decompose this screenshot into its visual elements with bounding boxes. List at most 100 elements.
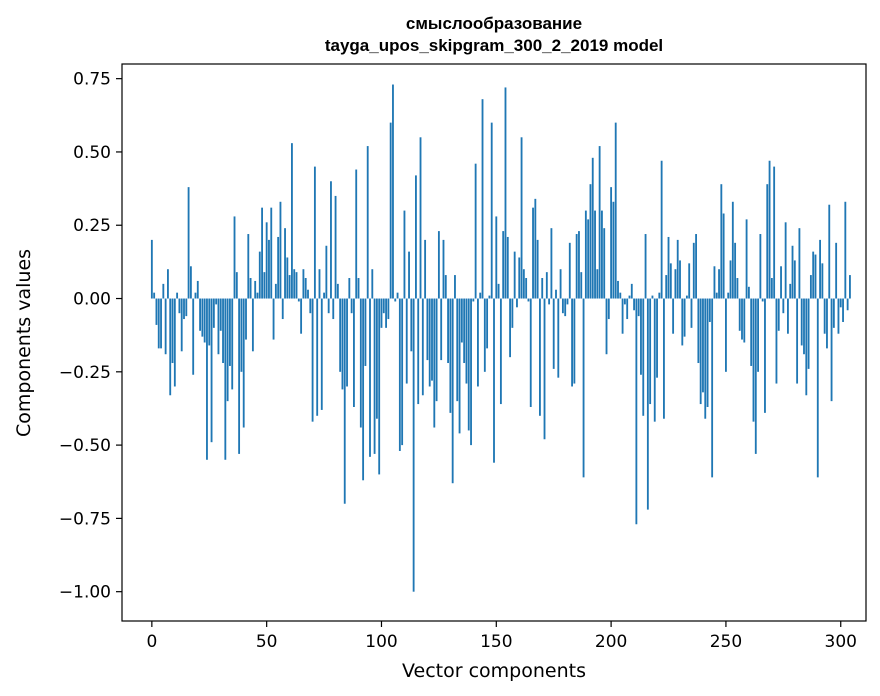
bar: [630, 283, 633, 299]
bar: [511, 298, 514, 328]
bar: [552, 298, 555, 369]
bar: [348, 278, 351, 299]
bar: [366, 146, 369, 299]
bar: [770, 278, 773, 299]
bar: [178, 298, 181, 314]
bar: [676, 239, 679, 299]
bar: [660, 160, 663, 299]
bar: [456, 298, 459, 402]
bar: [357, 278, 360, 299]
bar: [493, 298, 495, 463]
bar: [743, 298, 746, 343]
bar: [458, 298, 461, 434]
bar: [702, 298, 704, 393]
bar: [571, 298, 573, 387]
bar: [706, 298, 709, 407]
bar: [614, 122, 617, 299]
bar: [791, 245, 794, 299]
bar: [371, 269, 374, 299]
bar: [467, 298, 470, 431]
bar: [385, 298, 387, 328]
bar: [185, 298, 188, 317]
bar: [249, 278, 252, 299]
bar: [274, 283, 277, 299]
bar: [775, 298, 778, 384]
bar: [162, 283, 165, 299]
bar: [353, 298, 355, 407]
bar: [341, 298, 344, 390]
bar: [688, 263, 691, 299]
bar: [807, 298, 810, 369]
bar: [589, 184, 592, 299]
bar: [846, 298, 849, 311]
bar: [488, 295, 491, 299]
x-tick-label: 250: [710, 632, 742, 652]
bar: [580, 272, 583, 299]
bar: [509, 298, 511, 358]
bar: [561, 298, 564, 314]
bar: [481, 99, 484, 299]
x-axis-label: Vector components: [402, 660, 586, 682]
bar: [412, 298, 415, 592]
bar: [578, 231, 580, 299]
bar: [369, 298, 371, 457]
y-tick-label: −0.50: [59, 436, 111, 456]
bar: [440, 298, 443, 361]
bar: [713, 266, 716, 299]
bar: [375, 298, 378, 419]
bar: [359, 298, 362, 428]
bar: [343, 298, 346, 504]
bar: [626, 298, 629, 320]
bar: [378, 298, 381, 475]
bar: [759, 234, 762, 299]
bar: [173, 298, 176, 387]
bar: [323, 292, 325, 299]
bar: [793, 260, 796, 299]
bar: [568, 242, 571, 299]
bar: [240, 298, 243, 372]
bar: [300, 298, 303, 334]
bar: [447, 298, 449, 364]
bar: [603, 228, 606, 299]
bar: [320, 298, 323, 410]
bar: [424, 239, 427, 299]
bar: [403, 210, 406, 299]
bar: [261, 207, 263, 299]
bar: [752, 298, 755, 422]
bar: [155, 298, 158, 325]
bar: [656, 298, 658, 378]
bar: [640, 298, 642, 375]
bar: [433, 298, 436, 428]
bar: [800, 298, 803, 346]
bar: [559, 269, 562, 299]
bar: [621, 298, 624, 334]
bar: [591, 157, 594, 299]
bar: [534, 198, 537, 299]
bar: [663, 298, 665, 419]
bar: [272, 298, 275, 340]
bar: [819, 239, 821, 299]
bar: [741, 298, 743, 340]
bar: [757, 298, 759, 372]
bar: [536, 239, 539, 299]
bar: [839, 298, 842, 308]
bar: [750, 298, 753, 366]
bar: [150, 239, 153, 299]
bar: [208, 298, 211, 346]
bar: [699, 298, 702, 405]
bar: [238, 298, 241, 454]
bar: [747, 286, 750, 299]
bar: [398, 298, 401, 451]
bar: [302, 269, 305, 299]
bar: [617, 280, 619, 299]
bar: [642, 298, 645, 416]
bar: [685, 295, 688, 299]
bar: [784, 222, 787, 299]
bar: [637, 298, 640, 317]
bar: [444, 275, 447, 299]
bar: [520, 137, 523, 299]
bar: [465, 298, 468, 384]
bar: [350, 298, 353, 314]
bar: [644, 234, 647, 299]
x-tick-label: 150: [480, 632, 512, 652]
